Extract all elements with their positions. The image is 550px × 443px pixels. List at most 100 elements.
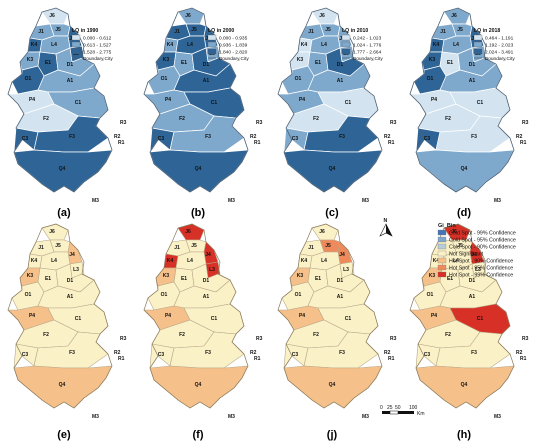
panel-label: (d) xyxy=(457,207,471,219)
district-label: L4 xyxy=(321,42,327,48)
outer-label-m3: M3 xyxy=(362,414,369,420)
lq-map-2: J6J5J4J1K4L4L3K3E1D1O1A1P4C1F2C3F3Q4R3R2… xyxy=(143,7,263,204)
district-label: D1 xyxy=(469,62,476,68)
lq-district xyxy=(283,127,309,153)
lq-legend-swatch xyxy=(341,41,351,48)
district-label: F3 xyxy=(205,134,211,140)
district-label: F2 xyxy=(313,116,319,122)
district-label: E1 xyxy=(45,276,51,282)
outer-label-r1: R1 xyxy=(118,140,125,146)
gi-legend-title: Gi_Bin xyxy=(438,223,456,229)
district-label: J6 xyxy=(185,229,191,235)
district-label: J1 xyxy=(308,29,314,35)
gi-legend-swatch xyxy=(437,264,447,271)
district-label: C1 xyxy=(211,100,218,106)
gi-district xyxy=(149,343,175,369)
district-label: C3 xyxy=(424,136,431,142)
district-label: Q4 xyxy=(461,166,468,172)
district-label: F2 xyxy=(179,116,185,122)
district-label: J4 xyxy=(205,252,211,258)
outer-label-r3: R3 xyxy=(390,336,397,342)
lq-district xyxy=(443,7,471,25)
lq-legend-range: 0.464 - 1.191 xyxy=(485,36,514,42)
district-label: J1 xyxy=(440,29,446,35)
district-label: K4 xyxy=(433,258,440,264)
district-label: F3 xyxy=(339,350,345,356)
lq-legend-range: 1.192 - 2.023 xyxy=(485,43,514,49)
scale-tick-100: 100 xyxy=(409,405,418,411)
district-label: A1 xyxy=(337,294,344,300)
north-arrow-shade xyxy=(386,224,392,236)
district-label: J6 xyxy=(185,13,191,19)
district-label: P4 xyxy=(165,97,171,103)
district-label: J5 xyxy=(191,243,197,249)
district-label: C3 xyxy=(292,136,299,142)
district-label: A1 xyxy=(469,294,476,300)
district-label: F3 xyxy=(205,350,211,356)
lq-legend-swatch xyxy=(71,34,81,41)
hotspot-maps-row: J6 J5 J4 J1 K4 L4 L3 K3 E1 D1 O1 A1 P4 C1 F2 C3 F3 Q4 R3 R2… xyxy=(7,223,529,441)
district-label: K3 xyxy=(429,57,436,63)
gi-legend-label: Not Significant xyxy=(449,252,484,258)
district-label: Q4 xyxy=(195,382,202,388)
district-label: K4 xyxy=(31,42,38,48)
district-label: F2 xyxy=(313,332,319,338)
lq-legend-boundary: Boundary,City xyxy=(353,56,383,62)
city-boundary xyxy=(143,223,249,409)
district-label: P4 xyxy=(165,313,171,319)
district-label: J6 xyxy=(49,13,55,19)
gi-legend-swatch xyxy=(437,236,447,243)
outer-label-r3: R3 xyxy=(256,120,263,126)
outer-label-r3: R3 xyxy=(390,120,397,126)
district-label: J5 xyxy=(191,27,197,33)
outer-label-r1: R1 xyxy=(254,356,261,362)
lq-legend-swatch xyxy=(207,48,217,55)
district-label: O1 xyxy=(427,292,434,298)
district-label: Q4 xyxy=(461,382,468,388)
district-label: E1 xyxy=(181,60,187,66)
district-label: J1 xyxy=(38,245,44,251)
district-label: C3 xyxy=(22,352,29,358)
district-label: J1 xyxy=(174,29,180,35)
outer-label-r3: R3 xyxy=(256,336,263,342)
lq-legend-range: 2.024 - 3.491 xyxy=(485,50,514,56)
outer-label-r3: R3 xyxy=(522,336,529,342)
district-label: F2 xyxy=(445,116,451,122)
district-label: D1 xyxy=(337,278,344,284)
lq-district xyxy=(41,7,69,25)
outer-label-r2: R2 xyxy=(516,134,523,140)
district-label: J5 xyxy=(55,243,61,249)
district-label: J1 xyxy=(308,245,314,251)
city-boundary xyxy=(277,223,383,409)
gi-legend-label: Hot Spot - 90% Confidence xyxy=(449,259,513,265)
city-boundary xyxy=(7,7,113,193)
district-label: J1 xyxy=(174,245,180,251)
gi-legend-label: Cold Spot - 95% Confidence xyxy=(449,238,516,244)
district-label: F3 xyxy=(69,350,75,356)
scale-seg-2 xyxy=(389,410,399,415)
gi-legend-label: Cold Spot - 90% Confidence xyxy=(449,245,516,251)
district-label: J5 xyxy=(55,27,61,33)
district-label: O1 xyxy=(161,76,168,82)
lq-legend-swatch xyxy=(71,48,81,55)
district-label: K4 xyxy=(301,258,308,264)
district-label: L4 xyxy=(321,258,327,264)
lq-legend-range: 1.528 - 2.775 xyxy=(83,50,112,56)
district-label: F3 xyxy=(339,134,345,140)
district-label: J4 xyxy=(339,252,345,258)
district-label: K3 xyxy=(297,273,304,279)
gi-legend-swatch xyxy=(437,271,447,278)
city-boundary xyxy=(409,223,515,409)
lq-map-4: J6J5J4J1K4L4L3K3E1D1O1A1P4C1F2C3F3Q4R3R2… xyxy=(409,7,529,204)
north-arrow: N xyxy=(379,218,393,237)
district-label: J5 xyxy=(457,243,463,249)
district-label: D1 xyxy=(337,62,344,68)
outer-label-r3: R3 xyxy=(120,120,127,126)
lq-legend-title: LQ in 2010 xyxy=(342,28,368,34)
scale-seg-3 xyxy=(398,411,414,414)
district-label: F2 xyxy=(179,332,185,338)
district-label: O1 xyxy=(427,76,434,82)
district-label: J5 xyxy=(325,243,331,249)
